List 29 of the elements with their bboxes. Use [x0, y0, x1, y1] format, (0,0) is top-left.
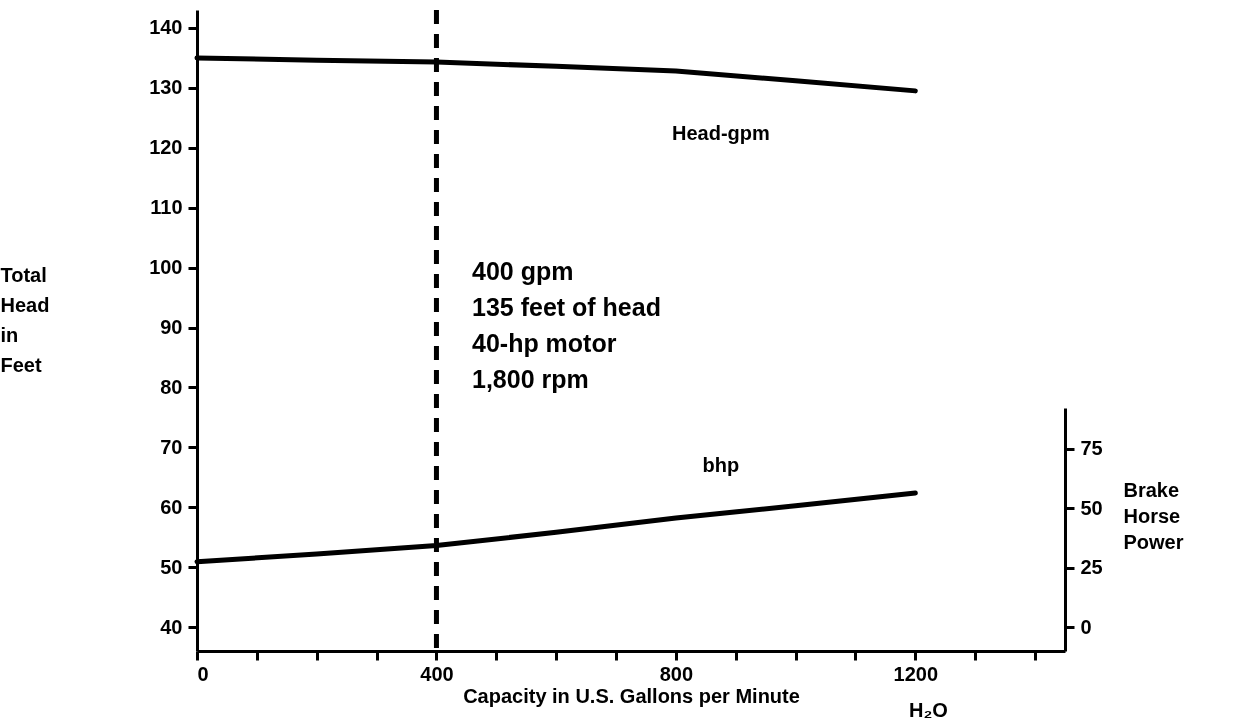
x-axis-title: Capacity in U.S. Gallons per Minute [463, 684, 800, 707]
annotation: 135 feet of head [472, 293, 661, 321]
x-tick-label: 0 [197, 662, 209, 685]
y-tick-label: 60 [160, 495, 183, 518]
x-tick-label: 1200 [893, 662, 939, 685]
y-tick-label: 140 [149, 16, 183, 39]
y-tick-label: 80 [160, 375, 183, 398]
y-tick-label: 110 [150, 196, 183, 219]
text: Head-gpm [672, 122, 770, 145]
x-tick-label: 400 [420, 662, 454, 685]
text: H₂O [909, 699, 948, 721]
y-tick-label: 120 [149, 136, 183, 159]
annotation: 1,800 rpm [472, 365, 589, 393]
annotation: 40-hp motor [472, 329, 617, 357]
series-label: bhp [702, 454, 740, 477]
y-tick-label: 130 [149, 76, 183, 99]
x-tick-label: 800 [659, 662, 694, 685]
annotation: 400 gpm [472, 257, 574, 285]
y2-tick-label: 25 [1080, 556, 1103, 579]
y-tick-label: 40 [160, 615, 183, 638]
y2-tick-label: 0 [1080, 615, 1092, 638]
y2-tick-label: 75 [1080, 437, 1103, 459]
y-axis-title: Total Head in Feet [0, 263, 50, 376]
y-tick-label: 70 [160, 435, 183, 458]
y2-tick-label: 50 [1080, 496, 1103, 519]
y-tick-label: 100 [149, 256, 183, 279]
y2-axis-title: Brake Horse Power [1123, 478, 1184, 553]
y-tick-label: 50 [160, 555, 183, 578]
y-tick-label: 90 [160, 316, 183, 338]
